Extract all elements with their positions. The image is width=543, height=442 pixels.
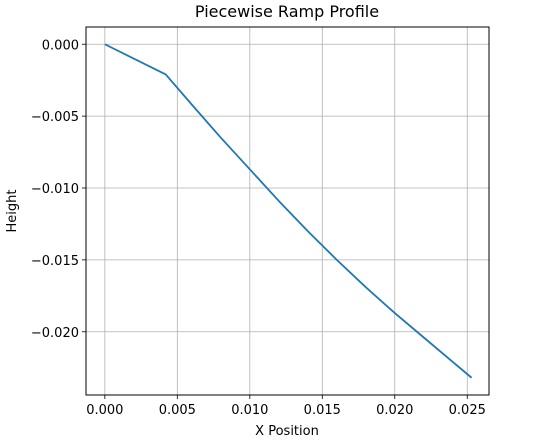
x-tick-label: 0.015 xyxy=(304,403,341,418)
y-tick-label: −0.005 xyxy=(31,110,79,125)
x-tick-label: 0.000 xyxy=(86,403,123,418)
y-tick-label: 0.000 xyxy=(42,38,79,53)
x-tick-label: 0.010 xyxy=(231,403,268,418)
y-tick-label: −0.020 xyxy=(31,326,79,341)
plot-frame xyxy=(85,26,490,396)
y-tick-label: −0.010 xyxy=(31,182,79,197)
x-axis-ticks: 0.000 0.005 0.010 0.015 0.020 0.025 xyxy=(86,395,486,418)
chart-title: Piecewise Ramp Profile xyxy=(195,2,379,21)
x-tick-label: 0.025 xyxy=(449,403,486,418)
x-tick-label: 0.020 xyxy=(376,403,413,418)
x-tick-label: 0.005 xyxy=(159,403,196,418)
y-axis-ticks: 0.000 −0.005 −0.010 −0.015 −0.020 xyxy=(31,38,86,341)
series-line-0 xyxy=(104,43,473,379)
series-layer xyxy=(104,43,473,379)
y-tick-label: −0.015 xyxy=(31,254,79,269)
x-axis-label: X Position xyxy=(255,424,319,439)
y-axis-label: Height xyxy=(5,190,20,233)
